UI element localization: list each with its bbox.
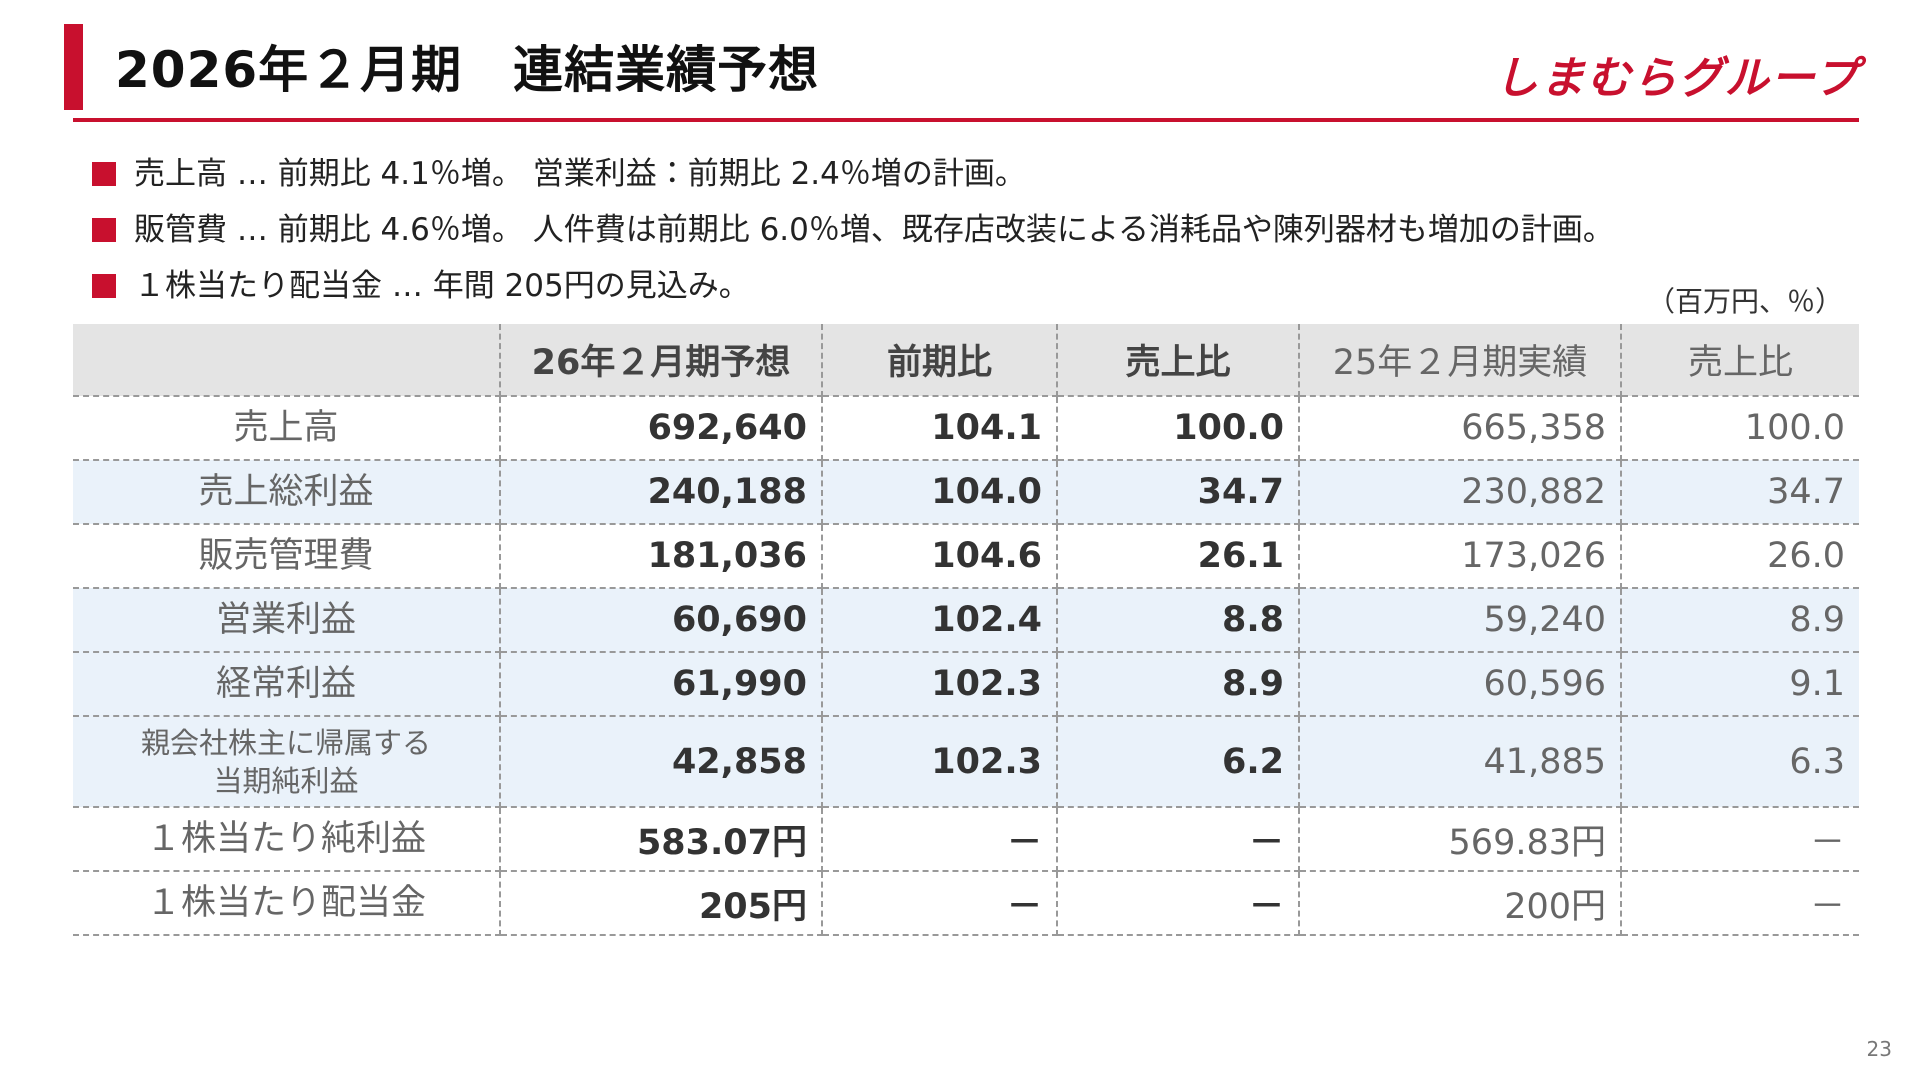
results-table: 26年２月期予想 前期比 売上比 25年２月期実績 売上比 売上高 692,640 104.…	[73, 324, 1859, 936]
row-label: 販売管理費	[73, 524, 501, 589]
cell: 8.9	[1056, 652, 1300, 717]
row-label: 経常利益	[73, 652, 501, 717]
row-label: 営業利益	[73, 588, 501, 653]
cell: 9.1	[1620, 652, 1859, 717]
cell: 104.0	[821, 460, 1058, 525]
cell: 205円	[499, 871, 823, 936]
cell: 59,240	[1298, 588, 1622, 653]
table-row: 売上総利益 240,188 104.0 34.7 230,882 34.7	[73, 460, 1859, 525]
cell: 583.07円	[499, 807, 823, 872]
cell: 230,882	[1298, 460, 1622, 525]
page-number: 23	[1866, 1037, 1892, 1061]
bullet: 売上高 … 前期比 4.1％増。 営業利益：前期比 2.4％増の計画。	[92, 146, 1614, 202]
row-label: 売上高	[73, 396, 501, 461]
cell: 61,990	[499, 652, 823, 717]
table-row: １株当たり配当金 205円－－ 200円－	[73, 871, 1859, 936]
row-label: 親会社株主に帰属する 当期純利益	[73, 716, 501, 808]
cell: 26.0	[1620, 524, 1859, 589]
cell: 100.0	[1056, 396, 1300, 461]
cell: 6.2	[1056, 716, 1300, 808]
bullet: １株当たり配当金 … 年間 205円の見込み。	[92, 258, 1614, 314]
header-cell: 26年２月期予想	[499, 324, 823, 397]
header-cell	[73, 324, 501, 397]
table-row: 経常利益 61,990 102.3 8.9 60,596 9.1	[73, 652, 1859, 717]
cell: 8.9	[1620, 588, 1859, 653]
cell: －	[1056, 807, 1300, 872]
header-cell: 売上比	[1620, 324, 1859, 397]
cell: －	[1620, 807, 1859, 872]
cell: 569.83円	[1298, 807, 1622, 872]
cell: －	[1056, 871, 1300, 936]
cell: 8.8	[1056, 588, 1300, 653]
cell: －	[821, 871, 1058, 936]
table-row: 売上高 692,640 104.1 100.0 665,358 100.0	[73, 396, 1859, 461]
cell: －	[1620, 871, 1859, 936]
row-label: １株当たり配当金	[73, 871, 501, 936]
table-row: 親会社株主に帰属する 当期純利益 42,858 102.3 6.2 41,885 6.3	[73, 716, 1859, 808]
cell: 104.6	[821, 524, 1058, 589]
cell: 200円	[1298, 871, 1622, 936]
cell: 42,858	[499, 716, 823, 808]
cell: 181,036	[499, 524, 823, 589]
cell: 60,596	[1298, 652, 1622, 717]
title-rule	[73, 118, 1859, 122]
header-cell: 前期比	[821, 324, 1058, 397]
cell: 6.3	[1620, 716, 1859, 808]
row-label: 売上総利益	[73, 460, 501, 525]
cell: 665,358	[1298, 396, 1622, 461]
table-row: １株当たり純利益 583.07円－－ 569.83円－	[73, 807, 1859, 872]
cell: 26.1	[1056, 524, 1300, 589]
cell: 102.3	[821, 652, 1058, 717]
bullet-list: 売上高 … 前期比 4.1％増。 営業利益：前期比 2.4％増の計画。 販管費 ……	[92, 146, 1614, 314]
bullet: 販管費 … 前期比 4.6％増。 人件費は前期比 6.0％増、既存店改装による消…	[92, 202, 1614, 258]
header-cell: 25年２月期実績	[1298, 324, 1622, 397]
cell: 100.0	[1620, 396, 1859, 461]
cell: 173,026	[1298, 524, 1622, 589]
accent-bar	[64, 24, 83, 110]
header-row: 26年２月期予想 前期比 売上比 25年２月期実績 売上比	[73, 324, 1859, 397]
cell: 60,690	[499, 588, 823, 653]
cell: 34.7	[1056, 460, 1300, 525]
cell: 102.4	[821, 588, 1058, 653]
cell: 240,188	[499, 460, 823, 525]
table-row: 営業利益 60,690 102.4 8.8 59,240 8.9	[73, 588, 1859, 653]
cell: 41,885	[1298, 716, 1622, 808]
logo: しまむらグループ	[1494, 53, 1860, 104]
cell: 34.7	[1620, 460, 1859, 525]
title: 2026年２月期 連結業績予想	[115, 41, 820, 99]
row-label: １株当たり純利益	[73, 807, 501, 872]
unit-note: （百万円、％）	[1646, 285, 1843, 318]
cell: 692,640	[499, 396, 823, 461]
cell: －	[821, 807, 1058, 872]
header-cell: 売上比	[1056, 324, 1300, 397]
table-row: 販売管理費 181,036 104.6 26.1 173,026 26.0	[73, 524, 1859, 589]
cell: 104.1	[821, 396, 1058, 461]
cell: 102.3	[821, 716, 1058, 808]
